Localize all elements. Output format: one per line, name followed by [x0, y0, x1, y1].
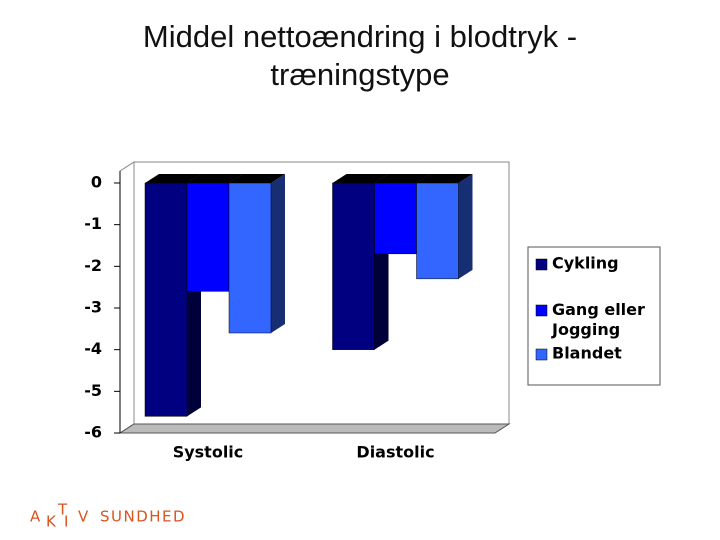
- logo-word: SUNDHED: [100, 508, 186, 526]
- y-tick-label: -3: [84, 298, 102, 317]
- bar-top: [332, 174, 389, 183]
- logo: A K T I V SUNDHED: [30, 501, 186, 531]
- legend-swatch: [535, 304, 548, 317]
- bar: [144, 182, 188, 417]
- bar: [186, 182, 230, 292]
- bar-side: [271, 174, 285, 333]
- legend-line: Gang eller: [552, 300, 645, 319]
- y-tick-label: -4: [84, 339, 102, 358]
- y-tick-label: 0: [91, 173, 102, 192]
- bar: [228, 182, 272, 334]
- logo-letter: I: [64, 513, 68, 531]
- logo-letter: T: [57, 501, 68, 519]
- chart-title: Middel nettoændring i blodtryk - træning…: [142, 19, 578, 92]
- legend-label: Cykling: [552, 254, 619, 273]
- legend-label: Blandet: [552, 344, 622, 363]
- bar-group: [416, 174, 473, 280]
- y-tick-label: -6: [84, 423, 102, 442]
- logo-letter: K: [46, 513, 57, 531]
- logo-letter: A: [30, 508, 41, 526]
- y-tick-label: -5: [84, 381, 102, 400]
- bar: [374, 182, 417, 255]
- bar-top: [416, 174, 473, 183]
- legend-swatch: [535, 348, 548, 361]
- legend-label: Gang eller Jogging: [551, 300, 645, 339]
- bar: [332, 182, 375, 350]
- legend-line: Jogging: [551, 320, 620, 339]
- bar: [416, 182, 459, 280]
- x-tick-label: Systolic: [173, 443, 244, 462]
- bar-group: [228, 174, 285, 334]
- y-tick-label: -1: [84, 214, 102, 233]
- back-wall: [119, 161, 135, 434]
- bar-top: [187, 174, 243, 183]
- bar-top: [145, 174, 201, 183]
- bar-top: [229, 174, 285, 183]
- logo-letter: V: [78, 508, 89, 526]
- x-tick-label: Diastolic: [356, 443, 434, 462]
- bar-top: [374, 174, 431, 183]
- floor: [118, 423, 511, 434]
- y-tick-label: -2: [84, 256, 102, 275]
- legend-box: [527, 246, 661, 386]
- legend-swatch: [535, 258, 548, 271]
- bar-side: [458, 174, 473, 279]
